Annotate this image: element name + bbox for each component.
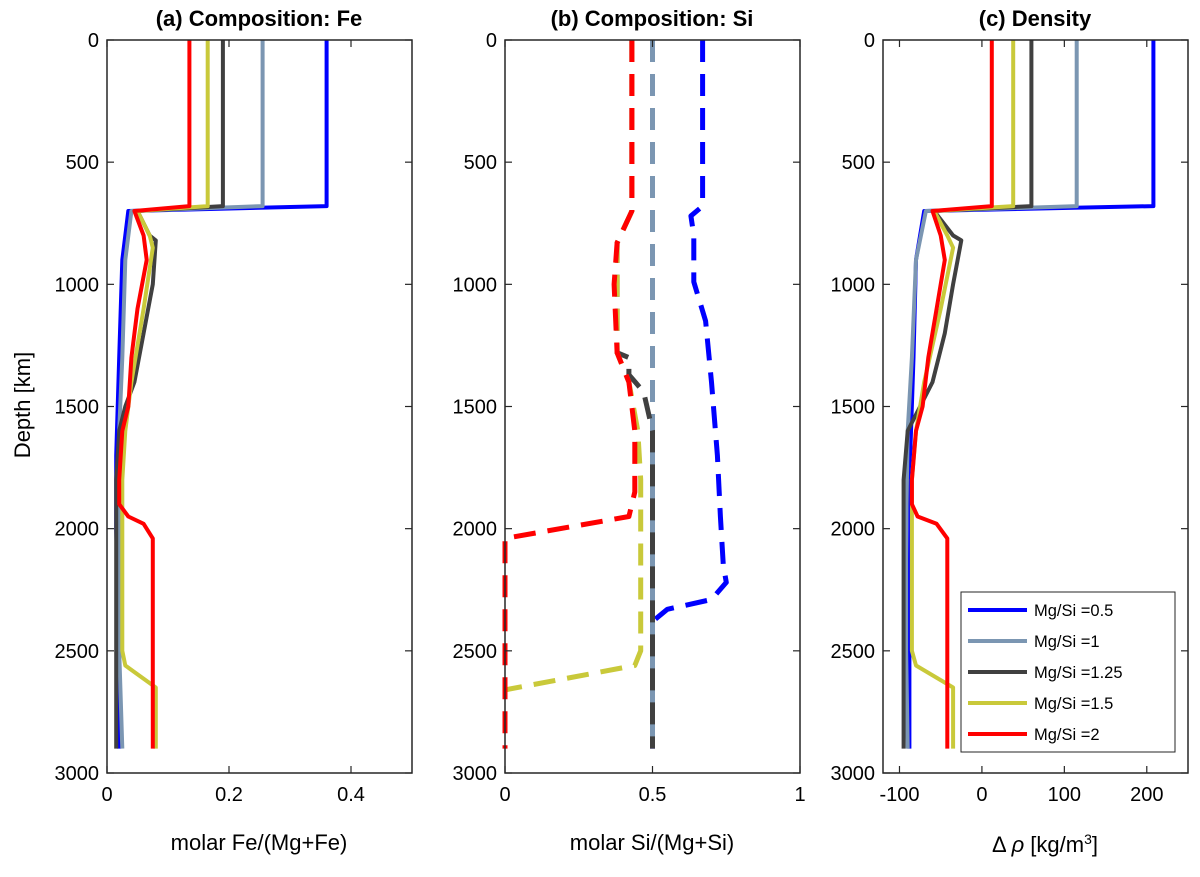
y-tick-label-c: 2000 — [831, 519, 876, 541]
y-tick-label-c: 1000 — [831, 274, 876, 296]
y-axis-label: Depth [km] — [10, 352, 35, 458]
y-tick-label-b: 1000 — [453, 274, 498, 296]
y-tick-label-a: 1500 — [55, 397, 100, 419]
legend-label-mg-si-1-25: Mg/Si =1.25 — [1034, 664, 1123, 682]
y-tick-label-a: 0 — [88, 30, 99, 52]
x-tick-label-c: 0 — [976, 784, 987, 806]
legend: Mg/Si =0.5 Mg/Si =1 Mg/Si =1.25 Mg/Si =1.5 M… — [960, 591, 1176, 753]
y-tick-label-c: 3000 — [831, 763, 876, 785]
legend-label-mg-si-1-5: Mg/Si =1.5 — [1034, 695, 1113, 713]
y-tick-label-a: 500 — [66, 152, 99, 174]
legend-label-mg-si-1: Mg/Si =1 — [1034, 633, 1100, 651]
y-tick-label-c: 500 — [842, 152, 875, 174]
panel-a-series — [114, 40, 329, 749]
y-tick-label-a: 2000 — [55, 519, 100, 541]
y-tick-label-b: 2500 — [453, 641, 498, 663]
panel-b-series — [502, 40, 729, 749]
x-tick-label-a: 0.2 — [215, 784, 243, 806]
panel-a-background — [107, 40, 412, 773]
y-tick-label-b: 0 — [486, 30, 497, 52]
x-tick-label-a: 0 — [101, 784, 112, 806]
panel-c-title: (c) Density — [979, 6, 1092, 31]
y-tick-label-c: 0 — [864, 30, 875, 52]
y-tick-label-b: 2000 — [453, 519, 498, 541]
series-line-b-mg-si-2 — [502, 40, 638, 749]
x-tick-label-b: 1 — [794, 784, 805, 806]
panel-b-x-label: molar Si/(Mg+Si) — [570, 830, 734, 855]
panel-b-title: (b) Composition: Si — [551, 6, 754, 31]
y-tick-label-c: 1500 — [831, 397, 876, 419]
y-tick-label-c: 2500 — [831, 641, 876, 663]
y-tick-label-a: 3000 — [55, 763, 100, 785]
panel-c-x-label: Δ ρ [kg/m3] — [992, 831, 1098, 857]
panel-a-title: (a) Composition: Fe — [156, 6, 363, 31]
y-tick-label-a: 1000 — [55, 274, 100, 296]
x-tick-label-b: 0.5 — [639, 784, 667, 806]
series-line-c-mg-si-2 — [909, 40, 994, 749]
panel-c-ticks: 0 500 1000 1500 2000 2500 3000-100 0 100 200 — [831, 30, 1188, 806]
y-tick-label-b: 3000 — [453, 763, 498, 785]
series-line-a-mg-si-2 — [117, 40, 192, 749]
x-tick-label-c: 100 — [1048, 784, 1081, 806]
y-tick-label-b: 1500 — [453, 397, 498, 419]
series-line-b-mg-si-0-5 — [650, 40, 729, 749]
legend-label-mg-si-2: Mg/Si =2 — [1034, 726, 1100, 744]
x-tick-label-c: -100 — [879, 784, 919, 806]
legend-label-mg-si-0-5: Mg/Si =0.5 — [1034, 602, 1113, 620]
x-tick-label-a: 0.4 — [337, 784, 365, 806]
x-tick-label-c: 200 — [1130, 784, 1163, 806]
x-tick-label-b: 0 — [499, 784, 510, 806]
panel-c-series — [901, 40, 1156, 749]
y-tick-label-b: 500 — [464, 152, 497, 174]
y-tick-label-a: 2500 — [55, 641, 100, 663]
panel-a-x-label: molar Fe/(Mg+Fe) — [171, 830, 348, 855]
